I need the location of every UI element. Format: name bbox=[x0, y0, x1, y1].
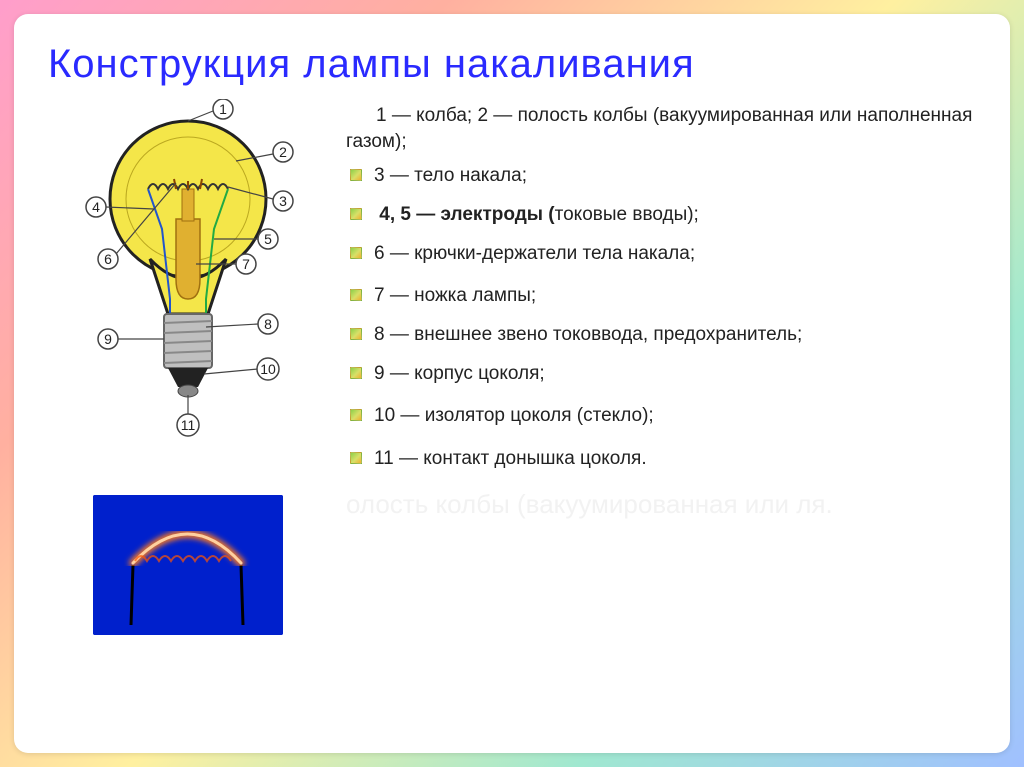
bullet-icon bbox=[350, 367, 362, 379]
bullet-icon bbox=[350, 208, 362, 220]
item-text: 7 — ножка лампы; bbox=[374, 284, 536, 309]
svg-text:2: 2 bbox=[279, 144, 287, 160]
bullet-icon bbox=[350, 247, 362, 259]
list-item: 3 — тело накала; bbox=[350, 164, 976, 189]
slide-title: Конструкция лампы накаливания bbox=[48, 42, 976, 87]
slide: Конструкция лампы накаливания bbox=[14, 14, 1010, 753]
filament-photo bbox=[93, 495, 283, 635]
list-item: 6 — крючки-держатели тела накала; bbox=[350, 242, 976, 267]
intro-line: 1 — колба; 2 — полость колбы (вакуумиров… bbox=[346, 103, 976, 154]
bullet-icon bbox=[350, 289, 362, 301]
parts-list: 3 — тело накала; 4, 5 — электроды (токов… bbox=[346, 164, 976, 472]
list-item: 4, 5 — электроды (токовые вводы); bbox=[350, 203, 976, 228]
item-text: 4, 5 — электроды (токовые вводы); bbox=[374, 203, 699, 228]
bullet-icon bbox=[350, 409, 362, 421]
item-text: 11 — контакт донышка цоколя. bbox=[374, 447, 647, 472]
left-column: 1 2 3 4 5 bbox=[48, 99, 328, 635]
bullet-icon bbox=[350, 328, 362, 340]
bullet-icon bbox=[350, 169, 362, 181]
svg-text:5: 5 bbox=[264, 231, 272, 247]
intro-text: 1 — колба; 2 — полость колбы (вакуумиров… bbox=[346, 105, 972, 152]
list-item: 11 — контакт донышка цоколя. bbox=[350, 447, 976, 472]
svg-text:7: 7 bbox=[242, 256, 250, 272]
ghost-text: олость колбы (вакуумированная или ля. bbox=[346, 486, 976, 522]
svg-text:11: 11 bbox=[181, 417, 196, 433]
bulb-diagram: 1 2 3 4 5 bbox=[58, 99, 318, 479]
item-text: 9 — корпус цоколя; bbox=[374, 362, 545, 387]
list-item: 8 — внешнее звено токоввода, предохранит… bbox=[350, 323, 976, 348]
bullet-icon bbox=[350, 452, 362, 464]
list-item: 9 — корпус цоколя; bbox=[350, 362, 976, 387]
list-item: 7 — ножка лампы; bbox=[350, 284, 976, 309]
svg-text:3: 3 bbox=[279, 193, 287, 209]
item-text: 3 — тело накала; bbox=[374, 164, 527, 189]
item-text: 8 — внешнее звено токоввода, предохранит… bbox=[374, 323, 802, 348]
right-column: 1 — колба; 2 — полость колбы (вакуумиров… bbox=[346, 99, 976, 635]
svg-text:10: 10 bbox=[260, 361, 276, 377]
svg-text:8: 8 bbox=[264, 316, 272, 332]
content-row: 1 2 3 4 5 bbox=[48, 99, 976, 635]
svg-text:1: 1 bbox=[219, 101, 227, 117]
list-item: 10 — изолятор цоколя (стекло); bbox=[350, 404, 976, 429]
svg-text:9: 9 bbox=[104, 331, 112, 347]
svg-text:4: 4 bbox=[92, 199, 100, 215]
item-text: 6 — крючки-держатели тела накала; bbox=[374, 242, 695, 267]
item-text: 10 — изолятор цоколя (стекло); bbox=[374, 404, 654, 429]
svg-text:6: 6 bbox=[104, 251, 112, 267]
